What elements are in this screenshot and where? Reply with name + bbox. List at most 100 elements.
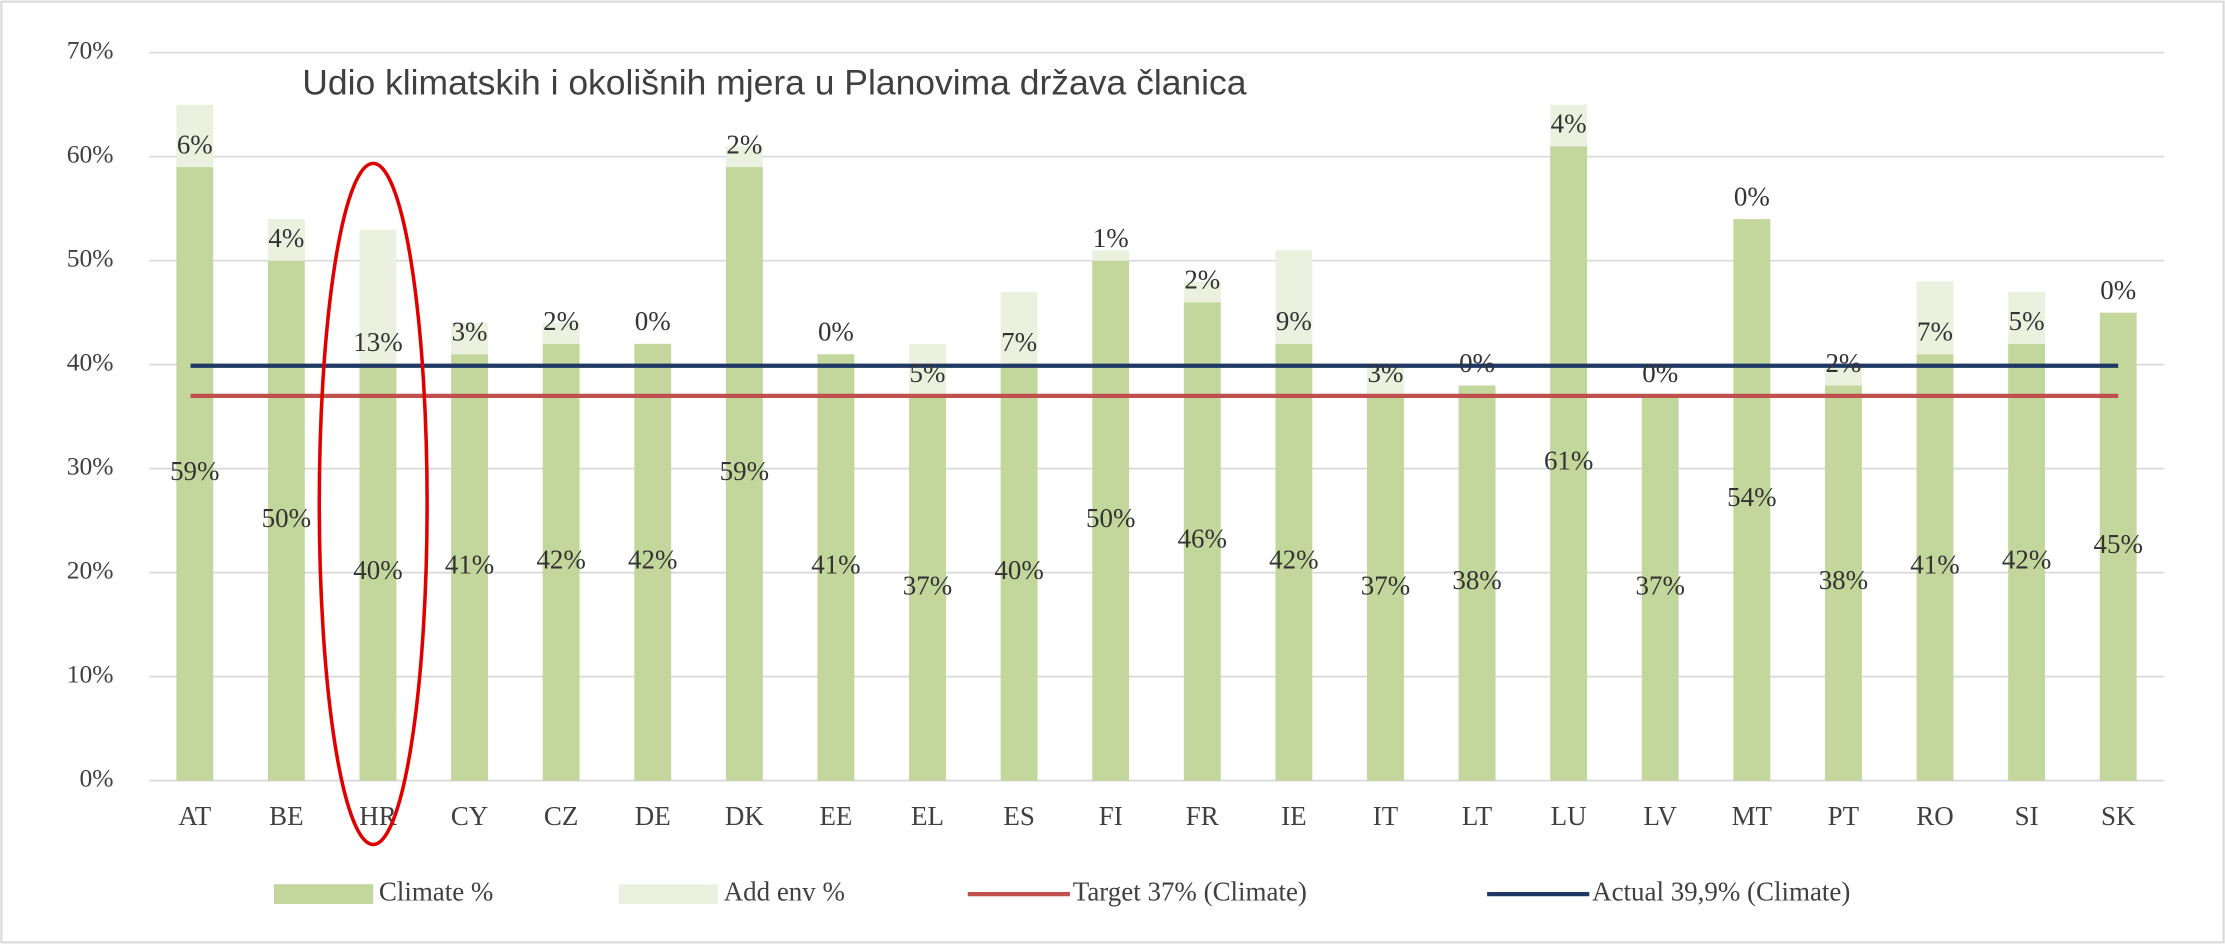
data-label: 5% [910,358,946,388]
x-tick-label: ES [1003,801,1034,831]
bar-segment [542,323,580,344]
data-label: 37% [1361,570,1410,600]
data-label: 2% [1184,265,1220,295]
data-label: 41% [1910,550,1959,580]
bar-segment [634,343,672,781]
data-label: 37% [1636,570,1685,600]
bar-segment [1733,219,1771,781]
x-tick-label: MT [1732,801,1773,831]
bar-segment [2008,291,2046,344]
data-label: 59% [720,456,769,486]
data-label: 4% [1551,109,1587,139]
x-tick-label: CZ [544,801,578,831]
data-label: 4% [268,223,304,253]
data-label: 38% [1452,565,1501,595]
bar-segment [725,146,763,168]
reference-lines [190,363,2119,398]
highlight-ellipse [317,161,429,847]
data-label: 1% [1093,223,1129,253]
data-label: 45% [2093,529,2142,559]
bar-segment [1550,104,1588,147]
x-tick-label: IE [1281,801,1306,831]
x-tick-label: RO [1916,801,1953,831]
bar-segment [451,323,489,355]
x-tick-label: LU [1551,801,1587,831]
data-label: 41% [811,550,860,580]
bar-segment [267,219,305,261]
data-label: 38% [1819,565,1868,595]
y-tick-label: 70% [67,36,114,65]
bar-segment [1000,291,1038,365]
data-label: 42% [628,544,677,574]
data-label: 42% [2002,544,2051,574]
data-label: 2% [1825,348,1861,378]
bar-segment [1367,395,1404,781]
bar-segment [451,354,489,781]
data-label: 54% [1727,482,1776,512]
bar-segment [725,167,763,781]
bar-segment [2008,343,2046,781]
x-tick-label: DE [635,801,671,831]
bar-segment [176,167,214,781]
bars [176,104,2137,781]
data-label: 40% [353,555,402,585]
bar-segment [2099,312,2137,781]
bar-segment [1183,302,1221,781]
data-label: 42% [536,544,585,574]
legend-label: Add env % [724,876,845,906]
bar-segment [1092,260,1130,781]
bar-segment [1824,364,1862,386]
bar-segment [1367,364,1404,396]
x-tick-label: LV [1644,801,1678,831]
bar-segment [267,260,305,781]
bar-segment [1183,281,1221,303]
bar-segment [359,229,397,365]
data-label: 0% [818,317,854,347]
legend-label: Climate % [379,876,494,906]
x-tick-label: FR [1186,801,1219,831]
data-label: 2% [543,306,579,336]
bar-segment [359,364,397,781]
y-tick-label: 20% [67,556,114,585]
data-label: 2% [726,129,762,159]
data-label: 46% [1178,524,1227,554]
bar-segment [542,343,580,781]
data-label: 5% [2009,306,2045,336]
legend: Climate % Add env % Target 37% (Climate) Ac… [273,876,1850,906]
x-tick-label: LT [1462,801,1493,831]
data-label: 3% [1367,358,1403,388]
bar-segment [1092,250,1130,261]
x-tick-label: SI [2015,801,2039,831]
bar-segment [909,395,946,781]
y-tick-label: 30% [67,452,114,481]
data-label: 0% [1734,181,1770,211]
data-label: 3% [452,317,488,347]
bar-segment [1824,385,1862,781]
data-label: 37% [903,570,952,600]
data-label: 59% [170,456,219,486]
x-tick-label: BE [269,801,303,831]
y-tick-label: 40% [67,348,114,377]
bar-segment [1916,281,1954,355]
bar-segment [1000,364,1038,781]
bar-segment [1641,395,1679,781]
y-tick-label: 60% [67,140,114,169]
x-tick-label: EE [819,801,852,831]
x-tick-label: DK [725,801,764,831]
data-label: 42% [1269,544,1318,574]
data-label: 40% [994,555,1043,585]
data-label: 13% [353,327,402,357]
chart-title: Udio klimatskih i okolišnih mjera u Plan… [302,63,1247,103]
data-label: 0% [2100,275,2136,305]
data-label: 0% [1642,358,1678,388]
x-tick-label: EL [911,801,944,831]
x-tick-label: AT [178,801,211,831]
legend-label: Target 37% (Climate) [1073,876,1307,906]
bar-segment [1275,250,1313,344]
labels: 0%10%20%30%40%50%60%70%AT59%6%BE50%4%HR4… [67,36,2143,832]
data-label: 50% [262,503,311,533]
bar-segment [1458,385,1496,781]
data-label: 0% [1459,348,1495,378]
bar-segment [176,104,214,168]
bar-segment [1916,354,1954,781]
